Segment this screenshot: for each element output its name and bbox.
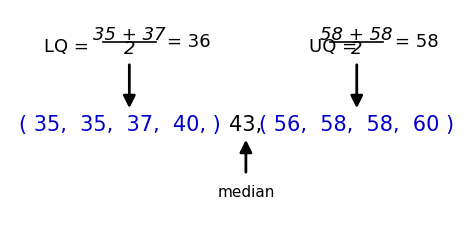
- Text: LQ =: LQ =: [44, 38, 95, 56]
- Text: 2: 2: [124, 40, 135, 58]
- Text: median: median: [217, 185, 274, 200]
- Text: 58 + 58: 58 + 58: [320, 26, 393, 44]
- Text: ( 35,  35,  37,  40, ): ( 35, 35, 37, 40, ): [19, 115, 221, 135]
- Text: = 36: = 36: [167, 33, 211, 51]
- Text: 43,: 43,: [229, 115, 263, 135]
- Text: 35 + 37: 35 + 37: [93, 26, 165, 44]
- Text: ( 56,  58,  58,  60 ): ( 56, 58, 58, 60 ): [259, 115, 454, 135]
- Text: UQ =: UQ =: [310, 38, 363, 56]
- Text: 2: 2: [351, 40, 363, 58]
- Text: = 58: = 58: [395, 33, 438, 51]
